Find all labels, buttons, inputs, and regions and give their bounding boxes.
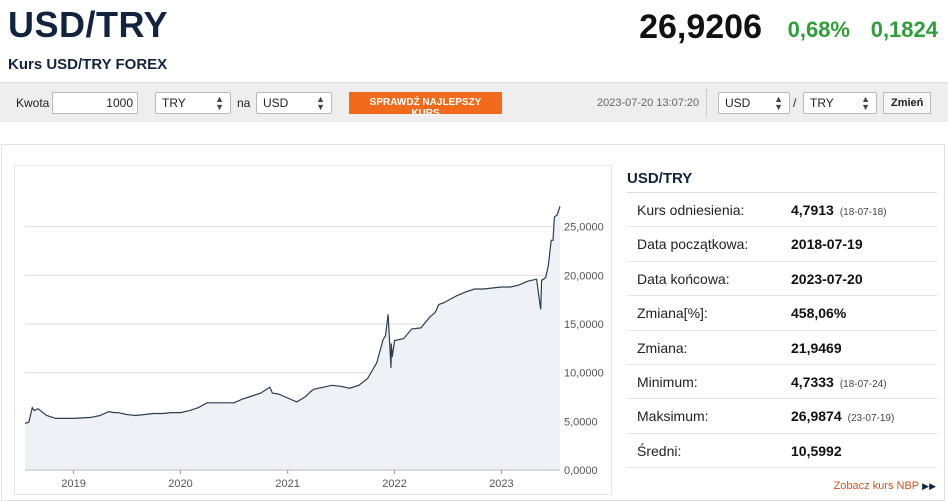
change-pair-button[interactable]: Zmień: [883, 92, 932, 114]
stats-row-value: 458,06%: [791, 305, 846, 321]
price-chart-svg: 0,0000 5,0000 10,0000 15,0000 20,0000 25,0000…: [24, 205, 604, 490]
page-header: USD/TRY Kurs USD/TRY FOREX 26,9206 0,68%…: [0, 0, 948, 82]
stats-row-value-text: 4,7333: [791, 373, 834, 390]
pair-base-select[interactable]: USD ▲ ▼: [718, 92, 790, 114]
select-arrows-icon: ▲ ▼: [774, 94, 783, 112]
to-currency-value: USD: [263, 96, 289, 110]
price-line: [24, 205, 561, 424]
x-tick-label: 2020: [168, 478, 192, 490]
amount-input[interactable]: [52, 92, 138, 114]
select-arrows-icon: ▲ ▼: [215, 94, 224, 112]
stats-row-value-text: 26,9874: [791, 408, 842, 425]
x-tick-label: 2021: [275, 478, 299, 490]
stats-row: Minimum: 4,7333 (18-07-24): [627, 365, 937, 400]
stats-row-label: Minimum:: [637, 373, 698, 390]
stats-row-date: (18-07-24): [839, 378, 887, 390]
change-absolute: 0,1824: [870, 17, 938, 42]
y-tick-label: 5,0000: [564, 416, 598, 428]
price-area: [25, 207, 560, 471]
stats-row-value: 2018-07-19: [791, 236, 863, 252]
stats-row-label: Średni:: [637, 442, 682, 459]
stats-row-date: (18-07-18): [839, 207, 887, 218]
rate-timestamp: 2023-07-20 13:07:20: [597, 97, 700, 109]
stats-table: USD/TRY Kurs odniesienia: 4,7913 (18-07-18…: [627, 165, 937, 469]
stats-row-value: 21,9469: [791, 340, 842, 356]
stats-row-value-text: 458,06%: [791, 305, 847, 322]
stats-title: USD/TRY: [627, 165, 937, 193]
converter-toolbar: Kwota TRY ▲▼ na USD ▲▼ SPRAWDŹ NAJLEPSZY…: [0, 82, 948, 122]
stats-row: Maksimum: 26,9874 (23-07-19): [627, 399, 937, 434]
stats-row-value-text: 2023-07-20: [791, 270, 863, 287]
change-percent: 0,68%: [787, 17, 850, 42]
stats-row: Zmiana[%]: 458,06%: [627, 296, 937, 331]
stats-row-value-text: 21,9469: [791, 339, 842, 356]
amount-label: Kwota: [16, 96, 50, 110]
stats-row-label: Zmiana[%]:: [637, 305, 708, 322]
stats-row-label: Data końcowa:: [637, 270, 730, 287]
to-currency-select[interactable]: USD ▲ ▼: [256, 92, 332, 114]
stats-row-value-text: 10,5992: [791, 442, 842, 459]
price-chart: 0,0000 5,0000 10,0000 15,0000 20,0000 25,0000…: [14, 165, 612, 495]
stats-row-value: 2023-07-20: [791, 271, 863, 287]
stats-row-date: (23-07-19): [847, 413, 895, 425]
stats-row: Kurs odniesienia: 4,7913 (18-07-18): [627, 193, 937, 228]
best-rate-button[interactable]: SPRAWDŹ NAJLEPSZY KURS: [349, 92, 502, 119]
from-currency-value: TRY: [162, 96, 186, 110]
stats-row: Średni: 10,5992: [627, 434, 937, 469]
y-tick-label: 20,0000: [564, 270, 604, 282]
current-price: 26,9206: [639, 8, 762, 46]
stats-row-label: Zmiana:: [637, 339, 688, 356]
nbp-link-label: Zobacz kurs NBP: [833, 480, 920, 492]
y-tick-label: 15,0000: [564, 319, 604, 331]
y-tick-label: 0,0000: [564, 465, 598, 477]
y-tick-label: 25,0000: [564, 222, 604, 234]
stats-row-value-text: 4,7913: [791, 202, 834, 218]
pair-base-value: USD: [725, 96, 751, 110]
pair-quote-select[interactable]: TRY ▲ ▼: [803, 92, 877, 114]
stats-row-value: 4,7333 (18-07-24): [791, 374, 887, 390]
pair-title: USD/TRY: [8, 4, 169, 45]
x-tick-label: 2023: [489, 478, 513, 490]
pair-quote-value: TRY: [810, 96, 834, 110]
stats-row-value: 10,5992: [791, 443, 842, 459]
stats-row-value-text: 2018-07-19: [791, 236, 863, 253]
stats-row-value: 4,7913 (18-07-18): [791, 202, 887, 218]
stats-row-label: Data początkowa:: [637, 236, 749, 253]
stats-row: Data początkowa: 2018-07-19: [627, 227, 937, 262]
select-arrows-icon: ▲ ▼: [316, 94, 325, 112]
to-label: na: [237, 96, 251, 110]
stats-row-value: 26,9874 (23-07-19): [791, 408, 894, 424]
double-chevron-right-icon: ▶▶: [922, 481, 936, 491]
stats-rows: Kurs odniesienia: 4,7913 (18-07-18) Data po…: [627, 193, 937, 469]
select-arrows-icon: ▲ ▼: [861, 94, 870, 112]
chart-panel: 0,0000 5,0000 10,0000 15,0000 20,0000 25,0000…: [1, 144, 945, 501]
pair-subtitle: Kurs USD/TRY FOREX: [8, 56, 168, 73]
nbp-rate-link[interactable]: Zobacz kurs NBP ▶▶: [834, 480, 936, 492]
stats-row-label: Kurs odniesienia:: [637, 202, 745, 218]
from-currency-select[interactable]: TRY ▲ ▼: [155, 92, 231, 114]
stats-row: Data końcowa: 2023-07-20: [627, 262, 937, 297]
toolbar-divider: [706, 89, 707, 117]
x-tick-label: 2019: [61, 478, 85, 490]
pair-separator: /: [793, 96, 797, 110]
stats-row: Zmiana: 21,9469: [627, 331, 937, 365]
y-tick-label: 10,0000: [564, 368, 604, 380]
x-tick-label: 2022: [382, 478, 406, 490]
stats-row-label: Maksimum:: [637, 408, 709, 425]
